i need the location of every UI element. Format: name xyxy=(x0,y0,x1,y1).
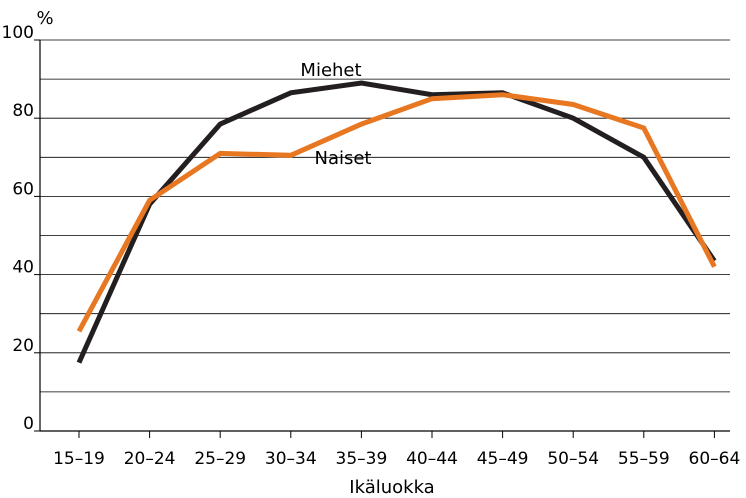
x-tick-label: 60–64 xyxy=(689,449,741,469)
x-tick-label: 50–54 xyxy=(547,449,599,469)
series-line-miehet xyxy=(76,80,717,364)
series-label-naiset: Naiset xyxy=(314,148,371,169)
x-tick-label: 40–44 xyxy=(406,449,458,469)
y-tick-label: 60 xyxy=(12,179,34,199)
x-axis-label: Ikäluokka xyxy=(349,477,434,498)
x-axis-ticks: 15–19 20–24 25–29 30–34 35–39 40–44 45–49 50–54… xyxy=(53,431,740,469)
y-axis-label: % xyxy=(36,8,53,29)
x-tick-label: 35–39 xyxy=(336,449,388,469)
y-tick-label: 20 xyxy=(12,336,34,356)
x-tick-label: 45–49 xyxy=(477,449,529,469)
series-label-miehet: Miehet xyxy=(300,60,361,81)
x-tick-label: 55–59 xyxy=(618,449,670,469)
x-tick-label: 25–29 xyxy=(194,449,246,469)
x-tick-label: 15–19 xyxy=(53,449,105,469)
y-axis-ticks: 0 20 40 60 80 100 xyxy=(2,23,40,434)
y-tick-label: 80 xyxy=(12,101,34,121)
y-tick-label: 40 xyxy=(12,258,34,278)
series-lines xyxy=(76,80,717,364)
y-tick-label: 0 xyxy=(23,414,34,434)
y-tick-label: 100 xyxy=(2,23,34,43)
x-tick-label: 20–24 xyxy=(124,449,176,469)
x-tick-label: 30–34 xyxy=(265,449,317,469)
series-line-naiset xyxy=(76,92,717,333)
